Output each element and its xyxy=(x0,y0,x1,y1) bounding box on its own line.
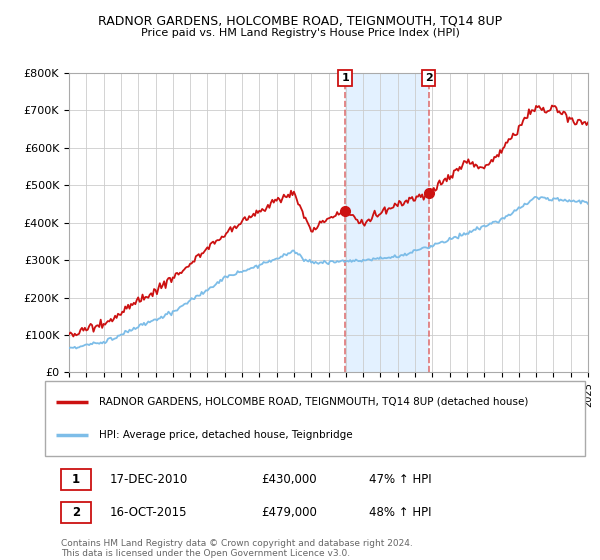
FancyBboxPatch shape xyxy=(45,381,585,456)
FancyBboxPatch shape xyxy=(61,469,91,489)
Text: 2: 2 xyxy=(425,73,433,83)
Text: 1: 1 xyxy=(341,73,349,83)
Text: £479,000: £479,000 xyxy=(261,506,317,519)
Text: RADNOR GARDENS, HOLCOMBE ROAD, TEIGNMOUTH, TQ14 8UP: RADNOR GARDENS, HOLCOMBE ROAD, TEIGNMOUT… xyxy=(98,14,502,27)
Text: 1: 1 xyxy=(72,473,80,486)
Text: £430,000: £430,000 xyxy=(261,473,317,486)
FancyBboxPatch shape xyxy=(61,502,91,522)
Text: HPI: Average price, detached house, Teignbridge: HPI: Average price, detached house, Teig… xyxy=(99,430,353,440)
Text: 48% ↑ HPI: 48% ↑ HPI xyxy=(369,506,431,519)
Text: Price paid vs. HM Land Registry's House Price Index (HPI): Price paid vs. HM Land Registry's House … xyxy=(140,28,460,38)
Text: 2: 2 xyxy=(72,506,80,519)
Bar xyxy=(345,73,428,372)
Text: 16-OCT-2015: 16-OCT-2015 xyxy=(110,506,187,519)
Text: 17-DEC-2010: 17-DEC-2010 xyxy=(110,473,188,486)
Text: RADNOR GARDENS, HOLCOMBE ROAD, TEIGNMOUTH, TQ14 8UP (detached house): RADNOR GARDENS, HOLCOMBE ROAD, TEIGNMOUT… xyxy=(99,397,529,407)
Text: Contains HM Land Registry data © Crown copyright and database right 2024.
This d: Contains HM Land Registry data © Crown c… xyxy=(61,539,413,558)
Text: 47% ↑ HPI: 47% ↑ HPI xyxy=(369,473,431,486)
